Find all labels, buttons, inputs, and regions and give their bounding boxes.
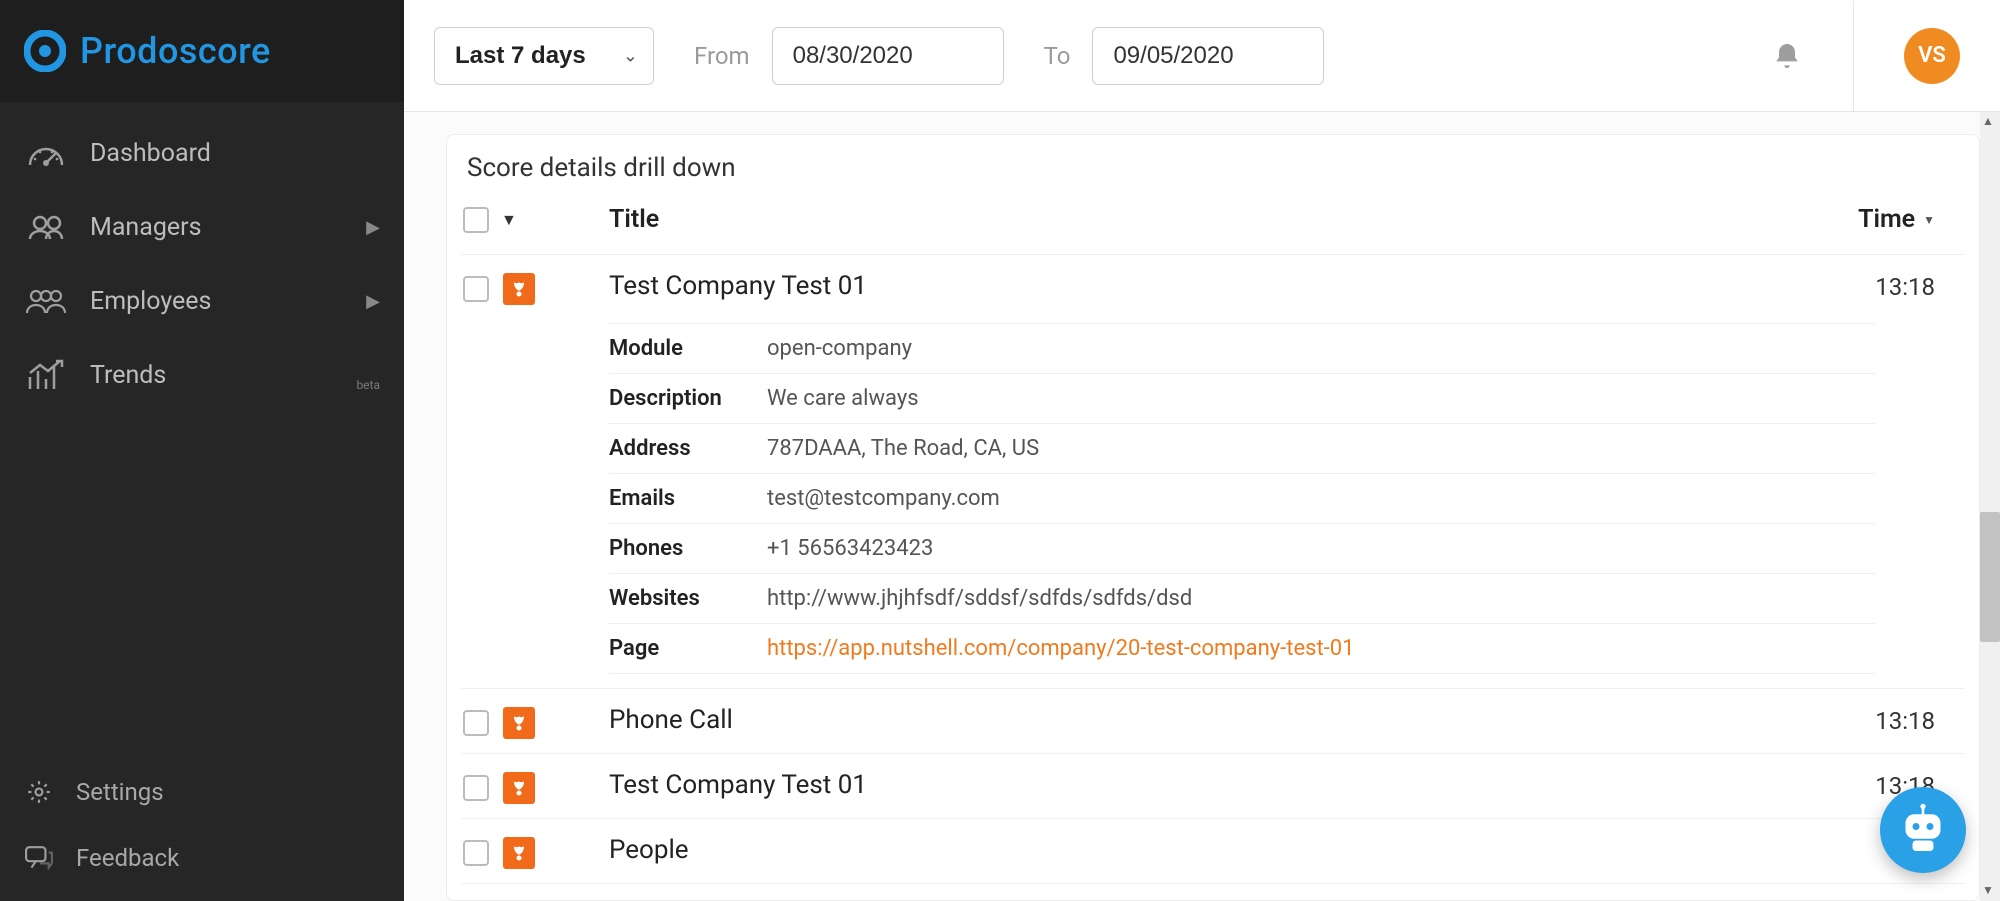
row-title: People — [609, 833, 1902, 865]
content: Score details drill down ▼ Title Time ▼ — [404, 112, 2000, 901]
detail-value: 787DAAA, The Road, CA, US — [767, 436, 1039, 461]
row-checkbox[interactable] — [463, 276, 489, 302]
chevron-right-icon: ▶ — [366, 291, 380, 312]
detail-label: Page — [609, 636, 767, 661]
row-checkbox[interactable] — [463, 710, 489, 736]
to-date-input[interactable] — [1092, 27, 1324, 85]
grid-header: ▼ Title Time ▼ — [461, 199, 1965, 255]
brand-name: Prodoscore — [80, 30, 271, 72]
from-label: From — [694, 42, 750, 70]
detail-value: test@testcompany.com — [767, 486, 1000, 511]
select-menu-caret[interactable]: ▼ — [501, 210, 517, 230]
primary-nav: Dashboard Managers ▶ Employees ▶ — [0, 102, 404, 759]
nav-dashboard[interactable]: Dashboard — [0, 116, 404, 190]
col-title[interactable]: Title — [609, 205, 1858, 234]
scrollbar-thumb[interactable] — [1980, 512, 2000, 642]
detail-label: Module — [609, 336, 767, 361]
row-checkbox[interactable] — [463, 840, 489, 866]
chevron-right-icon: ▶ — [366, 217, 380, 238]
employees-icon — [24, 284, 68, 318]
from-date-input[interactable] — [772, 27, 1004, 85]
managers-icon — [24, 210, 68, 244]
brand-mark-icon — [24, 30, 66, 72]
chatbot-launcher[interactable] — [1880, 787, 1966, 873]
scroll-up-icon[interactable]: ▲ — [1982, 114, 1998, 130]
avatar-initials: VS — [1918, 43, 1946, 68]
detail-label: Phones — [609, 536, 767, 561]
panel-title: Score details drill down — [461, 147, 1965, 199]
gear-icon — [24, 775, 54, 809]
detail-value[interactable]: https://app.nutshell.com/company/20-test… — [767, 636, 1354, 661]
feedback-icon — [24, 841, 54, 875]
col-time[interactable]: Time ▼ — [1858, 205, 1955, 234]
nav-label: Managers — [90, 213, 344, 242]
nav-label: Settings — [76, 778, 380, 806]
detail-value: +1 56563423423 — [767, 536, 933, 561]
brand-logo[interactable]: Prodoscore — [0, 0, 404, 102]
topbar: ⌄ From To VS — [404, 0, 2000, 112]
table-row[interactable]: Phone Call13:18 — [461, 689, 1965, 754]
user-avatar[interactable]: VS — [1904, 28, 1960, 84]
detail-value: open-company — [767, 336, 912, 361]
source-app-icon — [503, 273, 535, 305]
bell-icon[interactable] — [1771, 40, 1803, 72]
beta-badge: beta — [356, 378, 380, 392]
trends-icon — [24, 358, 68, 392]
row-details: Moduleopen-companyDescriptionWe care alw… — [609, 323, 1875, 674]
sort-desc-icon: ▼ — [1923, 213, 1935, 227]
nav-managers[interactable]: Managers ▶ — [0, 190, 404, 264]
source-app-icon — [503, 707, 535, 739]
main: ⌄ From To VS Score details drill down — [404, 0, 2000, 901]
nav-label: Trends — [90, 361, 328, 390]
select-all-checkbox[interactable] — [463, 207, 489, 233]
divider — [1853, 1, 1854, 111]
drilldown-grid: ▼ Title Time ▼ Test Company Test 01Modul… — [461, 199, 1965, 884]
nav-feedback[interactable]: Feedback — [0, 825, 404, 891]
source-app-icon — [503, 772, 535, 804]
detail-value: We care always — [767, 386, 919, 411]
table-row[interactable]: Test Company Test 0113:18 — [461, 754, 1965, 819]
drilldown-panel: Score details drill down ▼ Title Time ▼ — [446, 134, 1980, 901]
nav-employees[interactable]: Employees ▶ — [0, 264, 404, 338]
row-title: Test Company Test 01 — [609, 768, 1875, 800]
detail-value: http://www.jhjhfsdf/sddsf/sdfds/sdfds/ds… — [767, 586, 1192, 611]
row-time: 13:18 — [1875, 269, 1955, 301]
sidebar: Prodoscore Dashboard Managers ▶ Empl — [0, 0, 404, 901]
source-app-icon — [503, 837, 535, 869]
nav-label: Employees — [90, 287, 344, 316]
detail-label: Websites — [609, 586, 767, 611]
nav-settings[interactable]: Settings — [0, 759, 404, 825]
nav-label: Dashboard — [90, 139, 380, 168]
row-title: Test Company Test 01Moduleopen-companyDe… — [609, 269, 1875, 674]
scrollbar-track[interactable]: ▲ ▼ — [1980, 112, 2000, 901]
row-title: Phone Call — [609, 703, 1875, 735]
nav-trends[interactable]: Trends beta — [0, 338, 404, 412]
nav-label: Feedback — [76, 844, 380, 872]
date-range-select[interactable] — [434, 27, 654, 85]
detail-label: Description — [609, 386, 767, 411]
gauge-icon — [24, 136, 68, 170]
sidebar-bottom: Settings Feedback — [0, 759, 404, 901]
detail-label: Address — [609, 436, 767, 461]
row-checkbox[interactable] — [463, 775, 489, 801]
table-row[interactable]: People13: — [461, 819, 1965, 884]
to-label: To — [1044, 42, 1071, 70]
detail-label: Emails — [609, 486, 767, 511]
row-time: 13:18 — [1875, 703, 1955, 735]
scroll-down-icon[interactable]: ▼ — [1982, 883, 1998, 899]
robot-icon — [1895, 802, 1951, 858]
table-row[interactable]: Test Company Test 01Moduleopen-companyDe… — [461, 255, 1965, 689]
